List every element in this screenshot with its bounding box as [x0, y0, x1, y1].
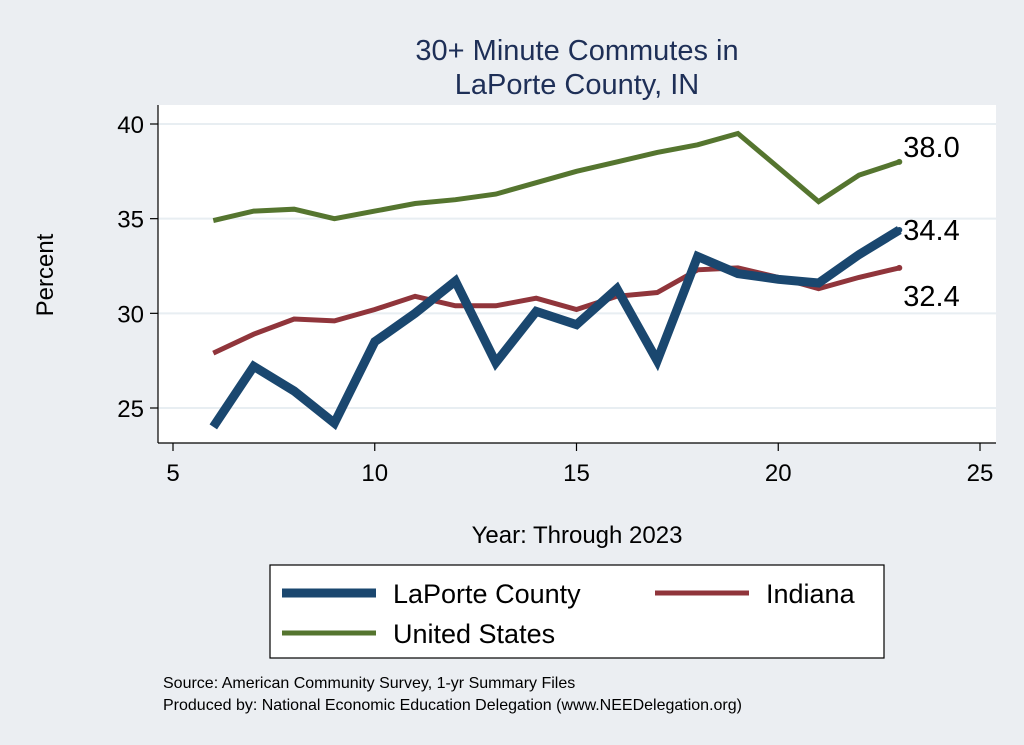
legend-items: LaPorte County Indiana United States — [282, 579, 856, 649]
x-axis-label: Year: Through 2023 — [472, 522, 683, 549]
end-point-marker — [896, 227, 903, 234]
y-tick-label: 30 — [117, 301, 144, 328]
y-tick-label: 35 — [117, 207, 144, 234]
legend-label: United States — [393, 619, 555, 649]
gridlines — [158, 123, 996, 409]
produced-by-note: Produced by: National Economic Education… — [163, 697, 742, 714]
axes: 25 30 35 40 5 10 15 20 25 — [117, 105, 996, 487]
legend: LaPorte County Indiana United States — [269, 564, 885, 659]
x-tick-label: 20 — [765, 460, 792, 487]
end-value-label: 32.4 — [903, 281, 959, 313]
y-tick-label: 40 — [117, 112, 144, 139]
series-line-united-states — [212, 130, 901, 224]
legend-label: LaPorte County — [393, 579, 581, 609]
plot-area — [158, 105, 996, 443]
series-lines — [209, 130, 902, 431]
end-labels: 34.4 32.4 38.0 — [896, 132, 960, 313]
x-tick-label: 15 — [563, 460, 590, 487]
legend-label: Indiana — [766, 579, 856, 609]
end-point-marker — [896, 158, 903, 165]
chart-title-line-2: LaPorte County, IN — [455, 69, 699, 101]
end-value-label: 38.0 — [903, 132, 959, 164]
y-axis-label: Percent — [32, 233, 59, 316]
end-value-label: 34.4 — [903, 215, 959, 247]
source-note: Source: American Community Survey, 1-yr … — [163, 675, 575, 692]
y-tick-label: 25 — [117, 396, 144, 423]
legend-box — [269, 564, 885, 659]
x-tick-label: 25 — [967, 460, 994, 487]
x-tick-label: 10 — [361, 460, 388, 487]
chart-title-line-1: 30+ Minute Commutes in — [415, 35, 738, 67]
x-tick-label: 5 — [166, 460, 179, 487]
series-line-laporte-county — [209, 226, 902, 431]
end-point-marker — [896, 264, 903, 271]
